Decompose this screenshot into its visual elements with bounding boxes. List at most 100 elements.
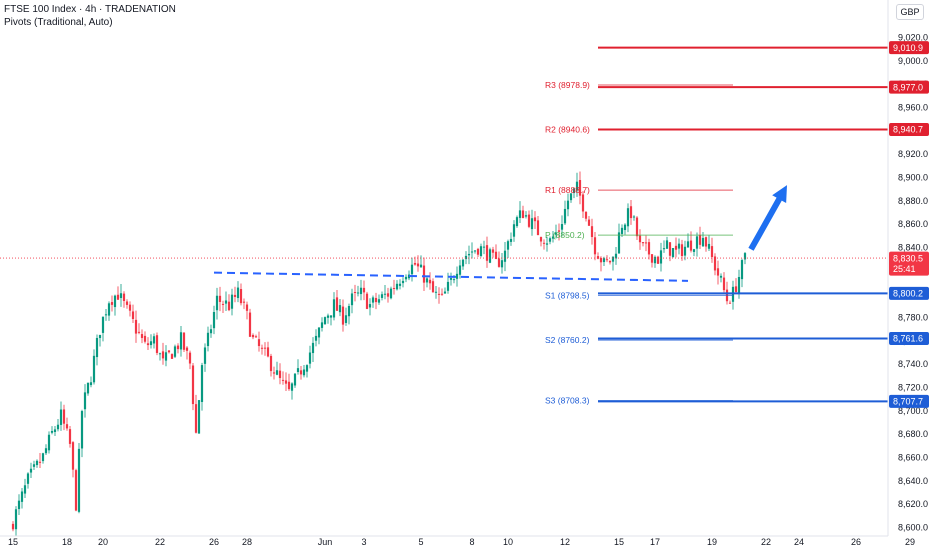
candle-body	[644, 242, 648, 244]
up-arrow-icon	[748, 185, 787, 251]
candle-body	[587, 219, 591, 226]
candle-body	[635, 217, 639, 237]
candle-body	[242, 301, 246, 303]
candle-body	[389, 288, 393, 299]
candle-body	[269, 355, 273, 372]
candle-body	[239, 289, 243, 304]
candle-body	[86, 382, 90, 394]
pivot-label: S3 (8708.3)	[545, 396, 590, 406]
candle-body	[719, 275, 723, 278]
candle-body	[146, 343, 150, 346]
y-tick-label: 9,020.0	[898, 33, 928, 43]
indicator-label[interactable]: Pivots (Traditional, Auto)	[4, 17, 113, 28]
candle-body	[599, 258, 603, 263]
currency-button[interactable]: GBP	[896, 4, 924, 20]
y-tick-label: 8,920.0	[898, 149, 928, 159]
candle-body	[602, 258, 606, 263]
price-tag-label: 8,800.2	[893, 289, 923, 299]
candle-body	[395, 283, 399, 290]
candle-body	[95, 337, 99, 358]
candle-body	[119, 293, 123, 299]
candle-body	[398, 283, 402, 286]
candle-body	[179, 332, 183, 350]
candle-body	[374, 297, 378, 303]
price-tag	[889, 80, 929, 94]
candle-body	[167, 350, 171, 353]
candle-body	[134, 319, 138, 334]
candle-body	[554, 232, 558, 235]
candle-body	[299, 370, 303, 375]
candle-body	[416, 263, 420, 267]
candle-body	[428, 279, 432, 284]
price-tag-label: 8,830.5	[893, 253, 923, 263]
candle-body	[692, 249, 696, 252]
candle-body	[302, 369, 306, 376]
y-tick-label: 8,720.0	[898, 383, 928, 393]
candle-body	[143, 335, 147, 342]
candle-body	[182, 332, 186, 350]
candle-body	[155, 335, 159, 353]
price-axis: 8,600.0 8,620.0 8,640.0 8,660.0 8,680.0 8,700…	[887, 0, 932, 550]
price-tag	[889, 331, 929, 345]
candle-body	[80, 411, 84, 449]
y-tick-label: 8,620.0	[898, 499, 928, 509]
candle-body	[458, 265, 462, 275]
candle-body	[38, 461, 42, 463]
candle-body	[515, 217, 519, 227]
candle-body	[98, 334, 102, 339]
candle-body	[491, 249, 495, 253]
candle-body	[629, 206, 633, 219]
candle-body	[560, 224, 564, 230]
candle-body	[665, 240, 669, 249]
x-tick-label: 19	[707, 537, 717, 547]
pivot-label: S2 (8760.2)	[545, 335, 590, 345]
candle-body	[608, 260, 612, 263]
candle-body	[674, 245, 678, 250]
candle-body	[551, 236, 555, 239]
candle-body	[284, 380, 288, 384]
x-tick-label: 12	[560, 537, 570, 547]
candle-body	[59, 409, 63, 425]
x-tick-label: 5	[418, 537, 423, 547]
candle-body	[233, 294, 237, 297]
candle-body	[215, 295, 219, 311]
x-tick-label: 15	[614, 537, 624, 547]
candle-body	[173, 346, 177, 357]
price-tag-label: 8,761.6	[893, 334, 923, 344]
candle-body	[524, 215, 528, 217]
price-tag-label: 8,707.7	[893, 397, 923, 407]
y-tick-label: 8,660.0	[898, 453, 928, 463]
candle-body	[647, 242, 651, 255]
candle-body	[296, 368, 300, 373]
candle-body	[266, 347, 270, 357]
y-tick-label: 8,600.0	[898, 523, 928, 533]
candle-body	[440, 293, 444, 295]
candle-body	[494, 251, 498, 260]
candle-body	[47, 434, 51, 451]
candle-body	[203, 347, 207, 364]
candle-body	[77, 448, 81, 512]
candle-body	[365, 293, 369, 309]
candle-body	[101, 316, 105, 333]
y-tick-label: 8,640.0	[898, 476, 928, 486]
candle-body	[632, 216, 636, 218]
pivot-label: P (8850.2)	[545, 230, 585, 240]
candle-body	[518, 210, 522, 218]
pivot-label: R3 (8978.9)	[545, 80, 590, 90]
candle-body	[422, 265, 426, 283]
chart-title: FTSE 100 Index · 4h · TRADENATION	[4, 4, 176, 15]
candle-body	[707, 243, 711, 249]
candle-body	[326, 315, 330, 318]
x-tick-label: 22	[761, 537, 771, 547]
candle-body	[344, 315, 348, 323]
x-tick-label: 24	[794, 537, 804, 547]
candle-body	[437, 293, 441, 295]
candle-body	[164, 352, 168, 361]
candle-body	[566, 200, 570, 210]
candle-body	[488, 249, 492, 263]
candle-body	[461, 259, 465, 267]
candle-body	[533, 217, 537, 222]
candle-body	[662, 248, 666, 250]
candle-body	[278, 370, 282, 379]
